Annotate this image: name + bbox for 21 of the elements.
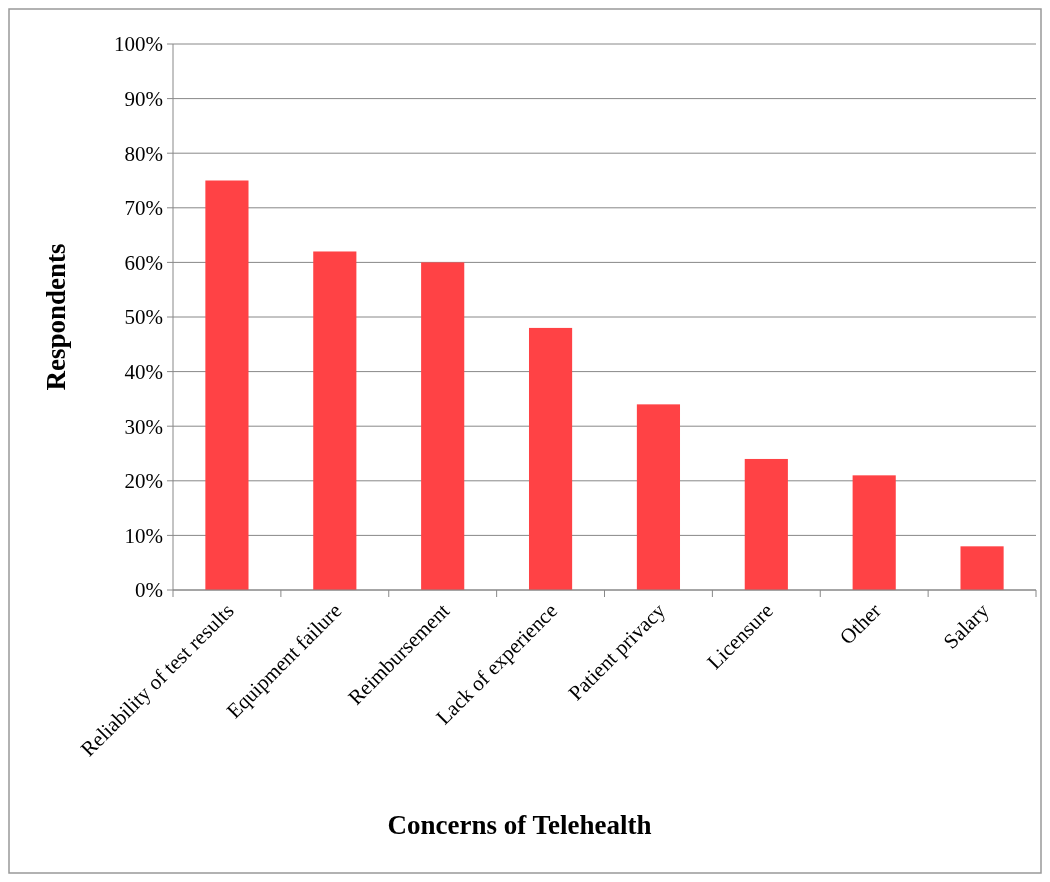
- y-tick-label: 40%: [124, 359, 163, 384]
- bar: [960, 546, 1004, 590]
- y-tick-label: 100%: [114, 32, 163, 57]
- y-tick-label: 70%: [124, 196, 163, 221]
- y-tick-label: 80%: [124, 141, 163, 166]
- bar: [852, 475, 896, 590]
- bar: [528, 327, 573, 590]
- bar: [421, 262, 465, 590]
- bar: [636, 404, 681, 590]
- bar: [205, 180, 249, 590]
- y-tick-label: 60%: [124, 250, 163, 275]
- bar: [313, 251, 357, 590]
- y-tick-label: 50%: [124, 305, 163, 330]
- y-tick-label: 90%: [124, 86, 163, 111]
- bar: [744, 458, 788, 590]
- x-axis-title: Concerns of Telehealth: [387, 810, 652, 840]
- y-axis-title: Respondents: [41, 243, 71, 391]
- y-tick-label: 0%: [135, 578, 163, 603]
- y-tick-label: 30%: [124, 414, 163, 439]
- y-tick-label: 20%: [124, 469, 163, 494]
- y-tick-label: 10%: [124, 523, 163, 548]
